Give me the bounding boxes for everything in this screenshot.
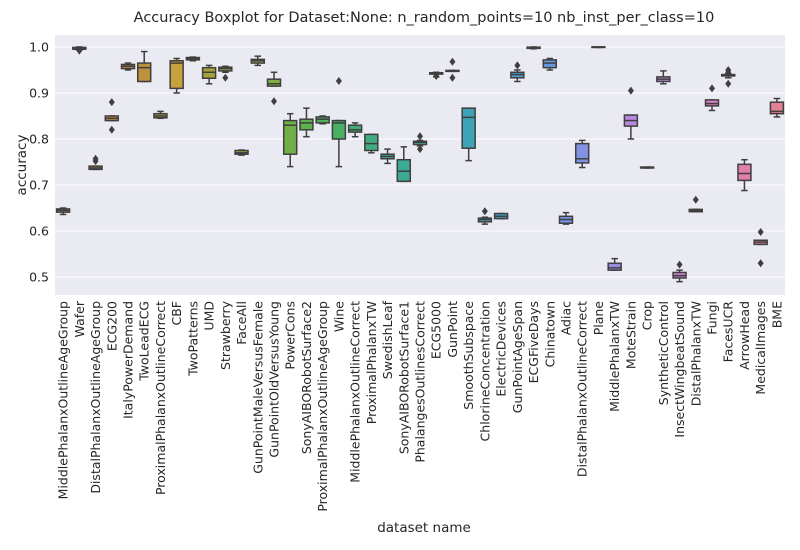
x-tick-label: Strawberry <box>218 300 233 370</box>
y-tick-label: 0.6 <box>29 224 49 239</box>
x-tick-label: ECG5000 <box>429 301 444 359</box>
x-tick-label: GunPointMaleVersusFemale <box>250 301 265 474</box>
y-tick-label: 0.8 <box>29 132 49 147</box>
box <box>574 142 590 164</box>
x-tick-label: Wafer <box>72 300 87 337</box>
x-tick-label: MiddlePhalanxOutlineCorrect <box>348 301 363 483</box>
y-tick-label: 1.0 <box>29 39 49 54</box>
y-tick-label: 0.7 <box>29 178 49 193</box>
y-tick-label: 0.9 <box>29 85 49 100</box>
x-tick-label: ProximalPhalanxOutlineAgeGroup <box>315 301 330 512</box>
flier <box>709 84 715 93</box>
x-tick-label: MiddlePhalanxOutlineAgeGroup <box>56 301 71 499</box>
flier <box>676 260 683 269</box>
x-tick-label: SyntheticControl <box>656 301 671 405</box>
x-tick-label: InsectWingbeatSound <box>672 301 687 438</box>
x-tick-label: ArrowHead <box>737 301 752 370</box>
x-tick-label: ItalyPowerDemand <box>121 301 136 419</box>
x-tick-label: FaceAll <box>234 301 249 345</box>
flier <box>725 68 732 77</box>
x-tick-label: GunPoint <box>445 301 460 358</box>
x-tick-label: DistalPhalanxOutlineCorrect <box>575 301 590 477</box>
flier <box>76 46 83 55</box>
x-tick-label: TwoLeadECG <box>137 301 152 382</box>
x-tick-label: SwedishLeaf <box>380 300 395 379</box>
box <box>169 60 184 90</box>
flier <box>92 154 99 163</box>
x-tick-label: ProximalPhalanxOutlineCorrect <box>153 301 168 495</box>
box <box>737 163 752 182</box>
x-tick-label: UMD <box>202 301 217 331</box>
x-tick-label: FacesUCR <box>721 301 736 363</box>
box <box>266 78 282 87</box>
box <box>136 62 152 83</box>
box <box>331 119 347 140</box>
flier <box>449 73 456 82</box>
flier <box>222 73 229 82</box>
box <box>364 133 379 152</box>
x-tick-label: ECGFiveDays <box>526 301 541 383</box>
x-tick-label: DistalPhalanxOutlineAgeGroup <box>88 301 103 494</box>
x-tick-label: ChlorineConcentration <box>477 301 492 441</box>
x-tick-label: Fungi <box>705 301 720 335</box>
flier <box>335 77 342 86</box>
box <box>299 118 314 131</box>
flier <box>514 61 521 70</box>
x-tick-label: ElectricDevices <box>494 301 509 397</box>
x-tick-label: MiddlePhalanxTW <box>607 301 622 412</box>
x-axis-label: dataset name <box>377 520 471 536</box>
box <box>282 119 298 155</box>
box <box>769 101 785 115</box>
x-tick-label: Crop <box>640 301 655 330</box>
x-tick-label: Adiac <box>559 301 574 335</box>
x-tick-label: BME <box>769 301 784 328</box>
plot-area <box>55 35 785 295</box>
x-tick-label: MedicalImages <box>753 301 768 395</box>
x-tick-label: Wine <box>331 301 346 332</box>
flier <box>271 97 277 106</box>
flier <box>449 57 456 66</box>
flier <box>433 71 440 80</box>
flier <box>417 145 423 154</box>
flier <box>757 259 764 268</box>
x-tick-label: MoteStrain <box>623 301 638 369</box>
x-tick-label: SmoothSubspace <box>461 301 476 410</box>
flier <box>417 132 423 141</box>
x-tick-label: ProximalPhalanxTW <box>364 301 379 424</box>
flier <box>725 79 732 88</box>
x-tick-label: ECG200 <box>104 301 119 351</box>
x-tick-label: GunPointAgeSpan <box>510 301 525 413</box>
x-tick-label: TwoPatterns <box>185 301 200 377</box>
flier <box>108 125 115 134</box>
box <box>347 124 363 133</box>
x-tick-label: SonyAIBORobotSurface1 <box>396 301 411 454</box>
flier <box>627 86 634 95</box>
chart-title: Accuracy Boxplot for Dataset:None: n_ran… <box>134 10 715 26</box>
x-tick-label: Plane <box>591 301 606 336</box>
flier <box>481 207 488 216</box>
flier <box>757 227 764 236</box>
box <box>461 107 476 149</box>
flier <box>108 98 115 107</box>
x-tick-label: Chinatown <box>542 301 557 367</box>
x-tick-label: DistalPhalanxTW <box>688 301 703 406</box>
flier <box>692 195 699 204</box>
y-axis-label: accuracy <box>14 135 30 196</box>
box <box>607 262 622 271</box>
x-tick-label: PhalangesOutlinesCorrect <box>413 301 428 463</box>
x-tick-label: SonyAIBORobotSurface2 <box>299 301 314 454</box>
x-tick-label: GunPointOldVersusYoung <box>267 301 282 458</box>
y-tick-label: 0.5 <box>29 270 49 285</box>
x-tick-label: PowerCons <box>283 301 298 370</box>
x-tick-label: CBF <box>169 301 184 326</box>
